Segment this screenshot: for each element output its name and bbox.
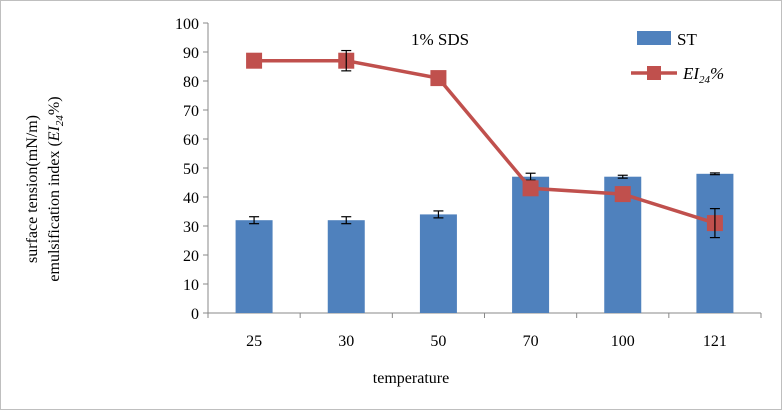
y-tick-label: 60 (183, 132, 199, 149)
bar-st (512, 176, 550, 313)
x-tick-label: 50 (430, 333, 446, 350)
point-ei24 (614, 186, 631, 203)
x-axis-title: temperature (373, 370, 449, 387)
legend-label-st: ST (677, 30, 697, 49)
y-tick-label: 90 (183, 45, 199, 62)
legend-marker-ei24 (647, 66, 661, 80)
y-tick-label: 0 (191, 306, 199, 323)
y-tick-label: 20 (183, 248, 199, 265)
y-axis-title-line-2: emulsification index (EI24%) (46, 96, 66, 281)
y-tick-label: 100 (175, 16, 199, 33)
y-tick-label: 30 (183, 219, 199, 236)
y-tick-label: 50 (183, 161, 199, 178)
y-axis-title-line-1: surface tension(mN/m) (24, 115, 41, 263)
y-tick-label: 70 (183, 103, 199, 120)
point-ei24 (246, 52, 263, 69)
y-tick-label: 40 (183, 190, 199, 207)
x-tick-label: 100 (611, 333, 635, 350)
plot-area: 0 10 20 30 40 50 60 70 80 90 100 25 30 50 70 100 121 (175, 16, 762, 350)
x-tick-label: 30 (338, 333, 354, 350)
legend-label-ei24: EI24% (682, 64, 724, 86)
x-tick-label: 70 (523, 333, 539, 350)
legend-swatch-st (637, 31, 671, 45)
y-tick-label: 80 (183, 74, 199, 91)
x-tick-label: 121 (703, 333, 727, 350)
bar-st (235, 220, 273, 313)
chart-annotation: 1% SDS (411, 30, 469, 49)
bar-st (327, 220, 365, 313)
bar-st (419, 214, 457, 313)
point-ei24 (522, 180, 539, 197)
point-ei24 (430, 70, 447, 87)
x-tick-label: 25 (246, 333, 262, 350)
line-ei24 (254, 58, 716, 225)
bar-st (696, 173, 734, 313)
y-tick-label: 10 (183, 277, 199, 294)
legend: ST EI24% (631, 30, 724, 86)
